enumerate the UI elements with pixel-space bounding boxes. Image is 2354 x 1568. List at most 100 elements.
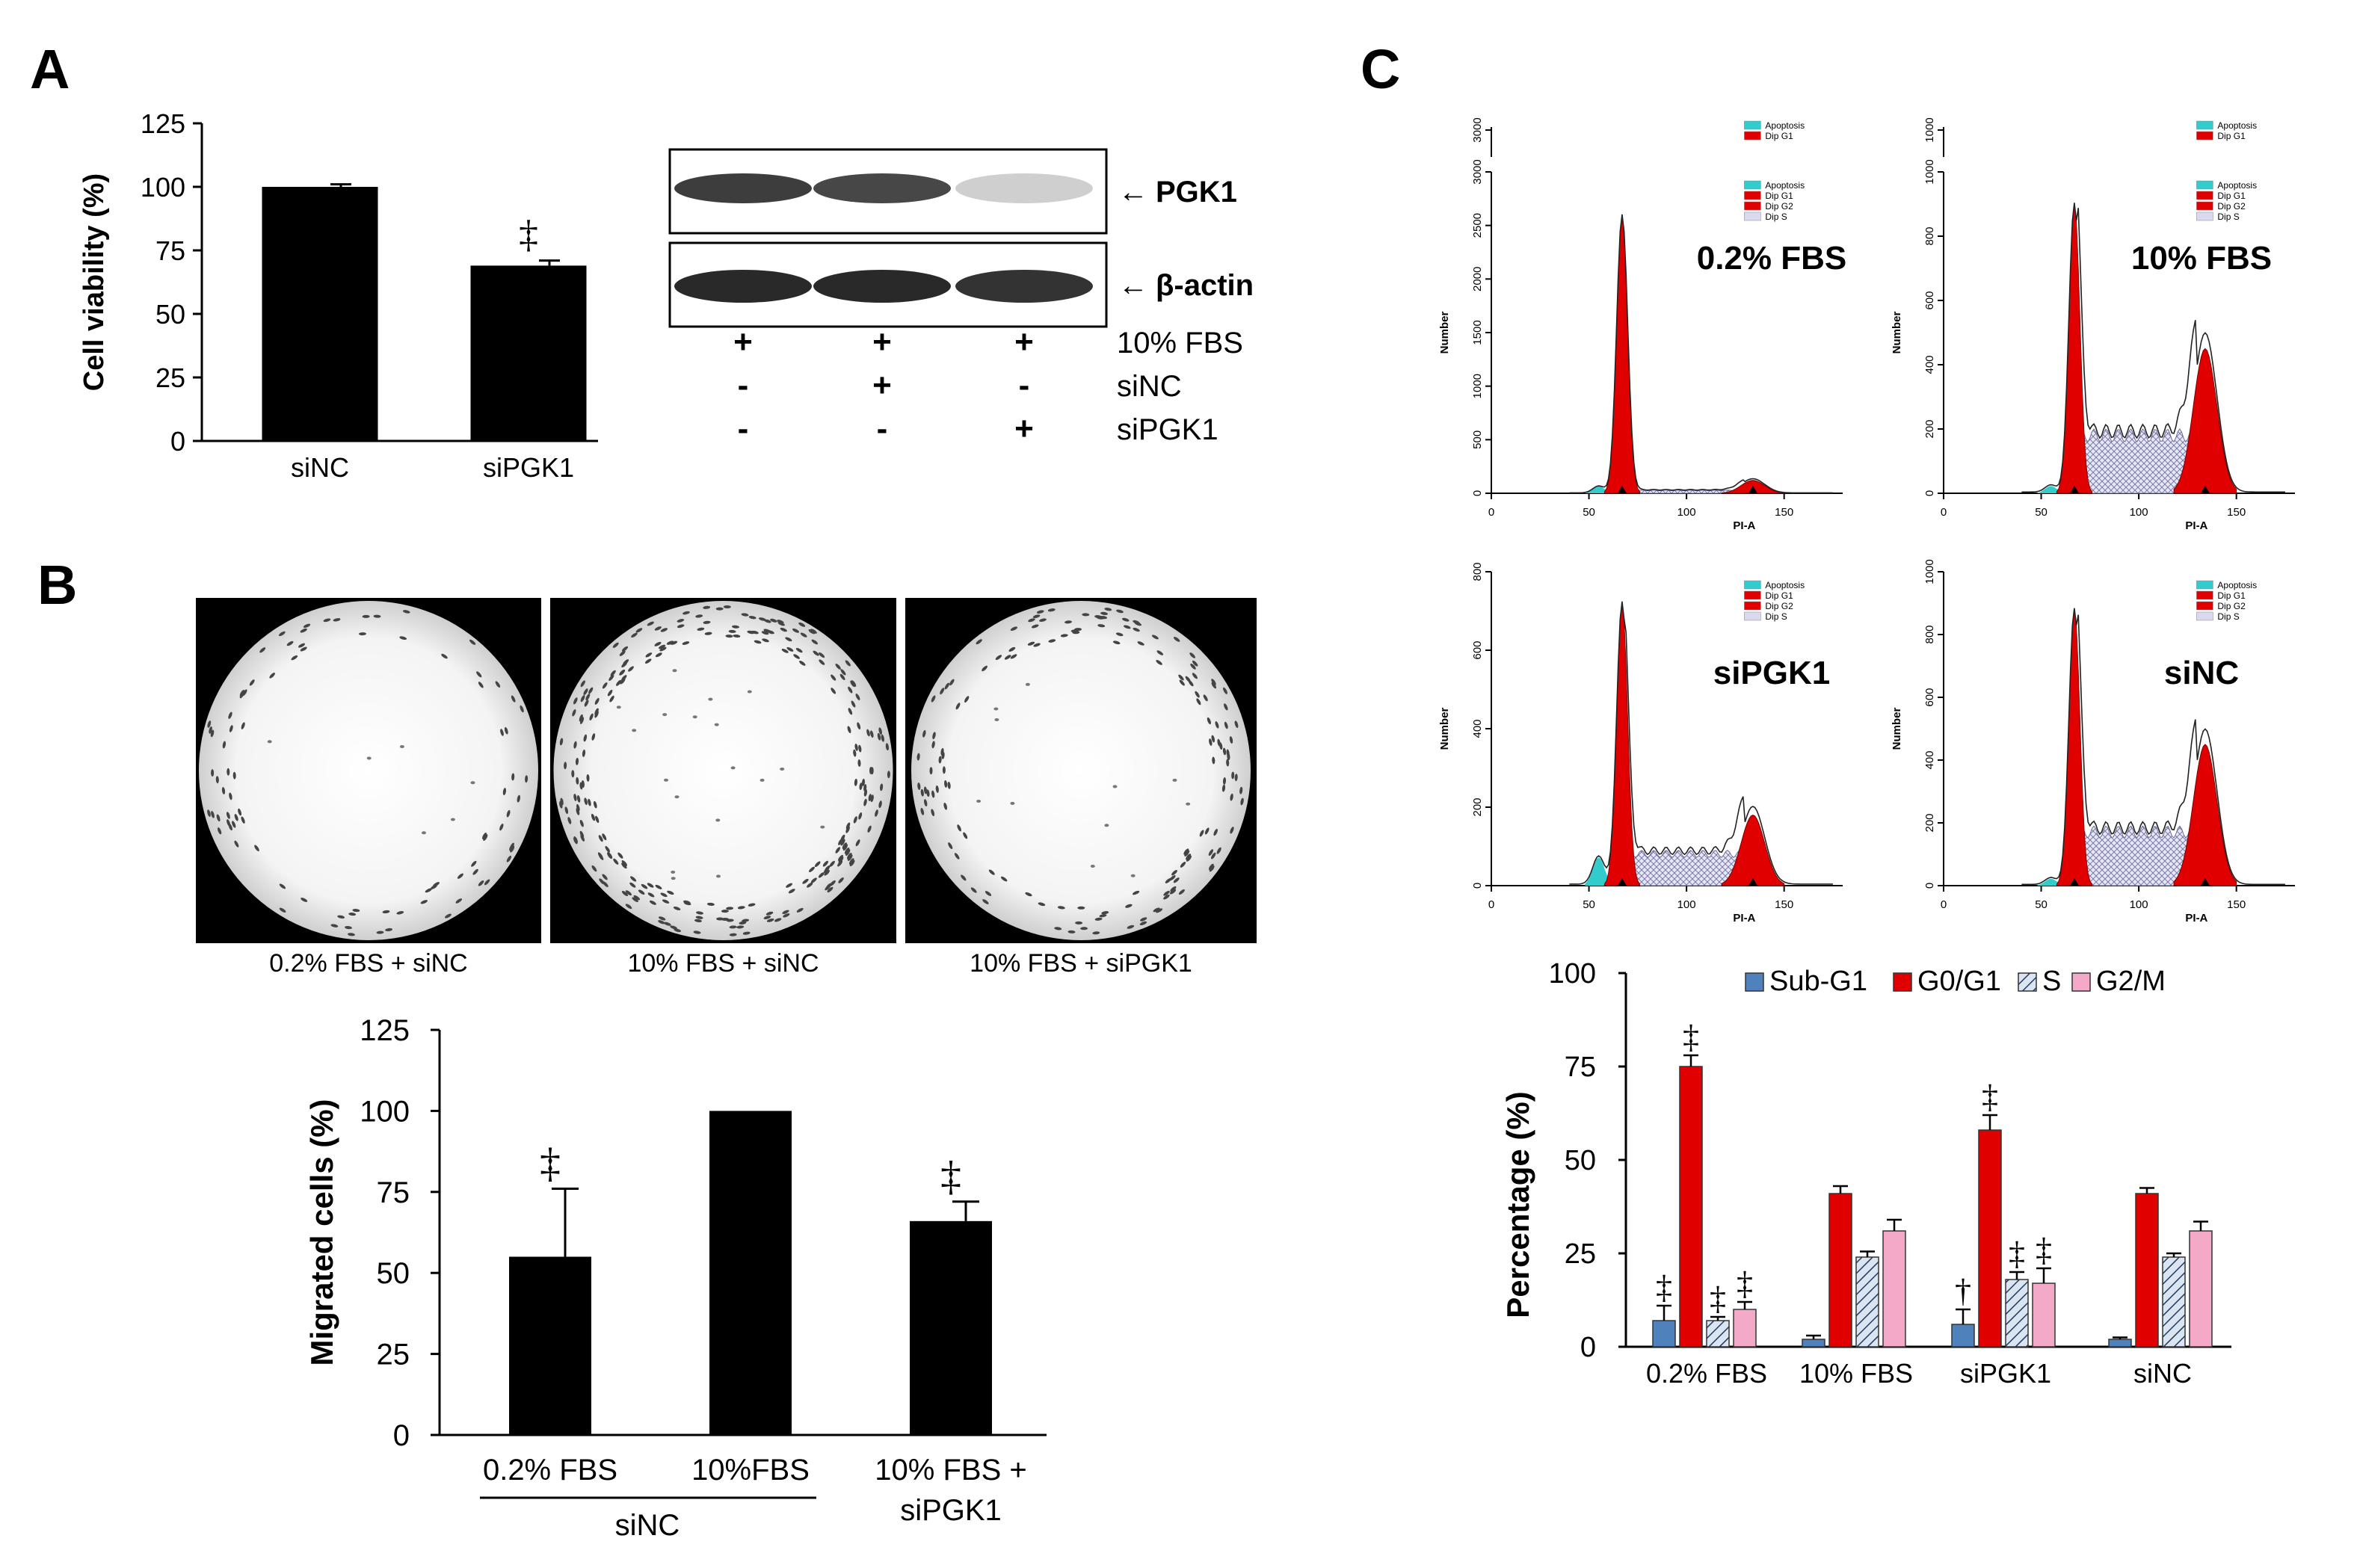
cell-speck — [616, 679, 622, 686]
cell-speck — [511, 773, 515, 781]
cell-speck — [1072, 631, 1080, 635]
cell-speck — [929, 767, 933, 775]
cell-speck — [847, 853, 852, 859]
cell-speck — [754, 640, 762, 644]
x-axis-title: PI-A — [1733, 912, 1755, 925]
cell-speck — [739, 921, 747, 925]
cell-speck — [1183, 848, 1189, 855]
lane-sign: + — [872, 367, 892, 404]
cell-speck — [799, 661, 806, 666]
cell-speck — [1234, 720, 1239, 729]
cell-speck — [580, 834, 585, 842]
cell-speck — [217, 827, 222, 835]
cell-speck — [629, 882, 636, 888]
legend-label: G0/G1 — [1917, 966, 2001, 997]
cell-speck — [726, 907, 734, 910]
bar-migration — [709, 1111, 792, 1435]
cell-speck — [573, 837, 578, 845]
cell-speck — [835, 847, 841, 854]
cell-speck — [457, 873, 463, 879]
cell-speck — [595, 815, 600, 824]
cell-speck — [478, 880, 484, 886]
cell-speck — [783, 913, 790, 918]
cell-speck — [500, 729, 504, 736]
cell-speck — [510, 842, 514, 850]
y-tick-label: 2000 — [1471, 267, 1484, 291]
cell-speck — [1039, 618, 1047, 622]
y-tick-label: 800 — [1923, 625, 1936, 643]
cell-speck — [788, 889, 795, 894]
cell-speck — [982, 665, 988, 672]
cell-speck — [851, 700, 856, 708]
cell-speck — [931, 809, 935, 817]
cell-speck — [607, 689, 613, 697]
cell-speck — [931, 741, 935, 749]
cell-speck — [1239, 786, 1243, 794]
cell-speck — [845, 826, 850, 833]
band-arrow: ← — [1118, 176, 1148, 209]
cell-speck — [584, 700, 589, 707]
cell-speck — [655, 652, 662, 658]
y-axis-title: Migrated cells (%) — [304, 1099, 339, 1365]
cell-speck — [666, 641, 674, 645]
cell-speck — [931, 790, 935, 798]
bar-G2/M — [2189, 1230, 2213, 1348]
cell-speck — [1163, 890, 1170, 896]
legend-swatch — [1893, 972, 1912, 992]
cell-speck — [1211, 852, 1216, 859]
cell-speck — [602, 833, 607, 841]
cell-speck — [1080, 927, 1088, 930]
cell-speck — [793, 654, 800, 659]
lane-sign: - — [877, 410, 888, 447]
cell-speck — [662, 899, 670, 904]
legend-label: Dip S — [2217, 212, 2239, 222]
bar-G2/M — [1733, 1309, 1757, 1348]
cell-speck — [857, 759, 861, 767]
cell-speck — [1207, 717, 1211, 725]
cell-speck — [232, 821, 236, 828]
cell-speck — [623, 659, 629, 665]
cell-speck — [229, 792, 232, 800]
x-tick-label: 10% FBS — [1799, 1358, 1913, 1389]
cell-speck — [1025, 892, 1032, 897]
cell-speck — [366, 756, 372, 760]
cell-speck — [1137, 641, 1144, 646]
cell-speck — [820, 825, 825, 829]
cell-speck — [641, 883, 648, 889]
cell-speck — [988, 869, 995, 875]
dip-s-area — [2076, 428, 2198, 494]
cell-speck — [635, 628, 643, 633]
cell-speck — [1082, 613, 1090, 617]
peak-marker — [1617, 486, 1627, 493]
cell-speck — [584, 797, 588, 806]
cell-speck — [762, 638, 769, 643]
cell-speck — [330, 924, 339, 927]
cell-speck — [1156, 908, 1163, 913]
histogram-title: siPGK1 — [1713, 655, 1831, 691]
cell-speck — [1172, 778, 1177, 782]
cell-speck — [697, 627, 705, 631]
cell-speck — [625, 890, 632, 896]
cell-speck — [647, 892, 655, 898]
cell-speck — [1156, 660, 1162, 665]
cell-speck — [609, 695, 614, 703]
cell-speck — [517, 794, 520, 803]
bar-G0/G1 — [1679, 1066, 1703, 1348]
cell-speck — [525, 775, 529, 783]
cell-speck — [620, 678, 626, 685]
cell-speck — [849, 859, 855, 867]
cell-speck — [765, 911, 774, 916]
y-tick-label: 600 — [1923, 291, 1936, 309]
cell-speck — [1212, 756, 1215, 765]
cell-speck — [881, 734, 884, 742]
cell-speck — [764, 619, 771, 623]
cell-speck — [748, 903, 756, 907]
well-circle — [911, 601, 1251, 940]
cell-speck — [714, 723, 719, 726]
legend-label: Dip G1 — [1765, 131, 1793, 141]
cell-speck — [780, 627, 787, 632]
cell-speck — [1178, 674, 1184, 681]
legend-swatch — [2196, 580, 2213, 590]
legend-swatch — [1744, 131, 1761, 141]
cell-speck — [211, 810, 215, 818]
